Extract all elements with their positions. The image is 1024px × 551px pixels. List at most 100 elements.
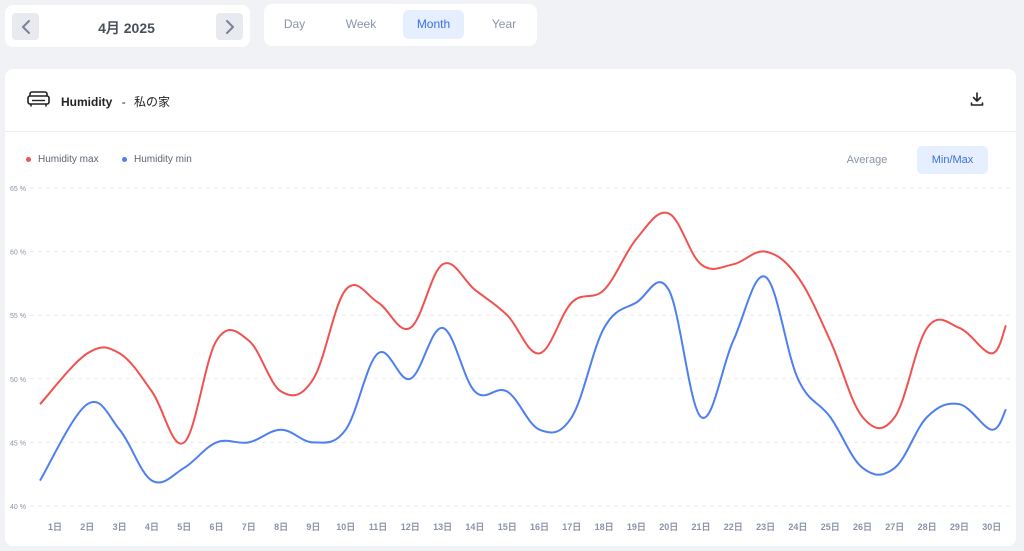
data-point-min bbox=[957, 402, 961, 406]
card-title: Humidity - 私の家 bbox=[61, 93, 170, 110]
y-tick-label: 50 % bbox=[10, 377, 26, 384]
x-tick-label: 15日 bbox=[498, 522, 517, 532]
data-point-min bbox=[990, 428, 994, 432]
x-tick-label: 29日 bbox=[950, 522, 969, 532]
data-point-max bbox=[925, 326, 929, 330]
tab-day[interactable]: Day bbox=[283, 17, 306, 31]
data-point-min bbox=[376, 351, 380, 355]
data-point-min bbox=[570, 415, 574, 419]
data-point-min bbox=[247, 440, 251, 444]
x-tick-label: 28日 bbox=[918, 522, 937, 532]
data-point-max bbox=[893, 415, 897, 419]
data-point-max bbox=[699, 262, 703, 266]
data-point-min bbox=[861, 466, 865, 470]
x-tick-label: 9日 bbox=[306, 522, 320, 532]
x-tick-label: 1日 bbox=[48, 522, 62, 532]
x-tick-label: 24日 bbox=[788, 522, 807, 532]
data-point-min bbox=[925, 415, 929, 419]
tab-year[interactable]: Year bbox=[491, 17, 517, 31]
data-point-max bbox=[667, 211, 671, 215]
x-tick-label: 22日 bbox=[724, 522, 743, 532]
x-tick-label: 11日 bbox=[369, 522, 388, 532]
data-point-min bbox=[731, 339, 735, 343]
data-point-max bbox=[182, 440, 186, 444]
data-point-max bbox=[634, 237, 638, 241]
data-point-max bbox=[441, 262, 445, 266]
average-toggle-button[interactable]: Average bbox=[846, 154, 888, 166]
data-point-max bbox=[344, 288, 348, 292]
data-point-min bbox=[85, 402, 89, 406]
data-point-min bbox=[408, 377, 412, 381]
data-point-min bbox=[505, 390, 509, 394]
data-point-max bbox=[990, 351, 994, 355]
data-point-min bbox=[150, 479, 154, 483]
x-tick-label: 3日 bbox=[113, 522, 127, 532]
data-point-max bbox=[861, 415, 865, 419]
title-separator: - bbox=[121, 95, 126, 109]
data-point-min bbox=[699, 415, 703, 419]
y-tick-label: 55 % bbox=[10, 313, 26, 320]
data-point-max bbox=[376, 300, 380, 304]
data-point-min bbox=[893, 466, 897, 470]
data-point-min bbox=[311, 440, 315, 444]
x-tick-label: 14日 bbox=[465, 522, 484, 532]
legend-item-max: Humidity max bbox=[26, 154, 99, 165]
legend-item-min: Humidity min bbox=[122, 154, 192, 165]
x-tick-label: 27日 bbox=[885, 522, 904, 532]
data-point-min bbox=[667, 288, 671, 292]
x-tick-label: 17日 bbox=[562, 522, 581, 532]
data-point-min bbox=[473, 390, 477, 394]
data-point-min bbox=[182, 466, 186, 470]
data-point-max bbox=[279, 390, 283, 394]
data-point-max bbox=[215, 339, 219, 343]
location-name: 私の家 bbox=[134, 95, 171, 109]
x-tick-label: 25日 bbox=[821, 522, 840, 532]
data-point-max bbox=[602, 288, 606, 292]
month-navigator: 4月 2025 bbox=[5, 5, 250, 47]
tab-month[interactable]: Month bbox=[403, 10, 464, 39]
x-tick-label: 8日 bbox=[274, 522, 288, 532]
chevron-right-icon bbox=[225, 19, 234, 34]
data-point-max bbox=[311, 377, 315, 381]
data-point-min bbox=[796, 377, 800, 381]
humidity-line-chart: 40 % 45 % 50 % 55 % 60 % 65 % 1日 2日 3日 4日 5日 6日 7日 8日… bbox=[10, 186, 1010, 532]
card-header: Humidity - 私の家 bbox=[5, 69, 1016, 132]
data-point-min bbox=[38, 479, 42, 483]
chevron-left-icon bbox=[21, 19, 30, 34]
data-point-max bbox=[150, 390, 154, 394]
period-selector: Day Week Month Year bbox=[264, 4, 537, 46]
sensor-title: Humidity bbox=[61, 95, 113, 109]
minmax-toggle-button[interactable]: Min/Max bbox=[917, 146, 988, 174]
x-tick-label: 4日 bbox=[145, 522, 159, 532]
data-point-min bbox=[344, 428, 348, 432]
x-tick-label: 5日 bbox=[177, 522, 191, 532]
x-tick-label: 19日 bbox=[627, 522, 646, 532]
series-line-max bbox=[39, 211, 1007, 445]
legend-label-min: Humidity min bbox=[134, 154, 192, 165]
x-tick-label: 12日 bbox=[401, 522, 420, 532]
data-point-max bbox=[118, 351, 122, 355]
data-point-min bbox=[764, 275, 768, 279]
sofa-icon bbox=[27, 91, 50, 107]
data-point-max bbox=[85, 351, 89, 355]
previous-month-button[interactable] bbox=[12, 13, 39, 40]
humidity-card: Humidity - 私の家 Humidity max Humidity min… bbox=[5, 69, 1016, 546]
data-point-max bbox=[570, 300, 574, 304]
data-point-min bbox=[634, 300, 638, 304]
data-point-min bbox=[441, 326, 445, 330]
x-tick-label: 20日 bbox=[659, 522, 678, 532]
data-point-min bbox=[118, 428, 122, 432]
x-tick-label: 10日 bbox=[336, 522, 355, 532]
next-month-button[interactable] bbox=[216, 13, 243, 40]
x-tick-label: 6日 bbox=[209, 522, 223, 532]
data-point-max bbox=[538, 351, 542, 355]
download-icon[interactable] bbox=[969, 91, 985, 107]
series-line-min bbox=[39, 275, 1007, 484]
x-tick-label: 23日 bbox=[756, 522, 775, 532]
data-point-min bbox=[602, 326, 606, 330]
data-point-max bbox=[764, 250, 768, 254]
data-point-max bbox=[473, 288, 477, 292]
current-month-label: 4月 2025 bbox=[98, 20, 155, 36]
tab-week[interactable]: Week bbox=[345, 17, 377, 31]
data-point-max bbox=[731, 262, 735, 266]
